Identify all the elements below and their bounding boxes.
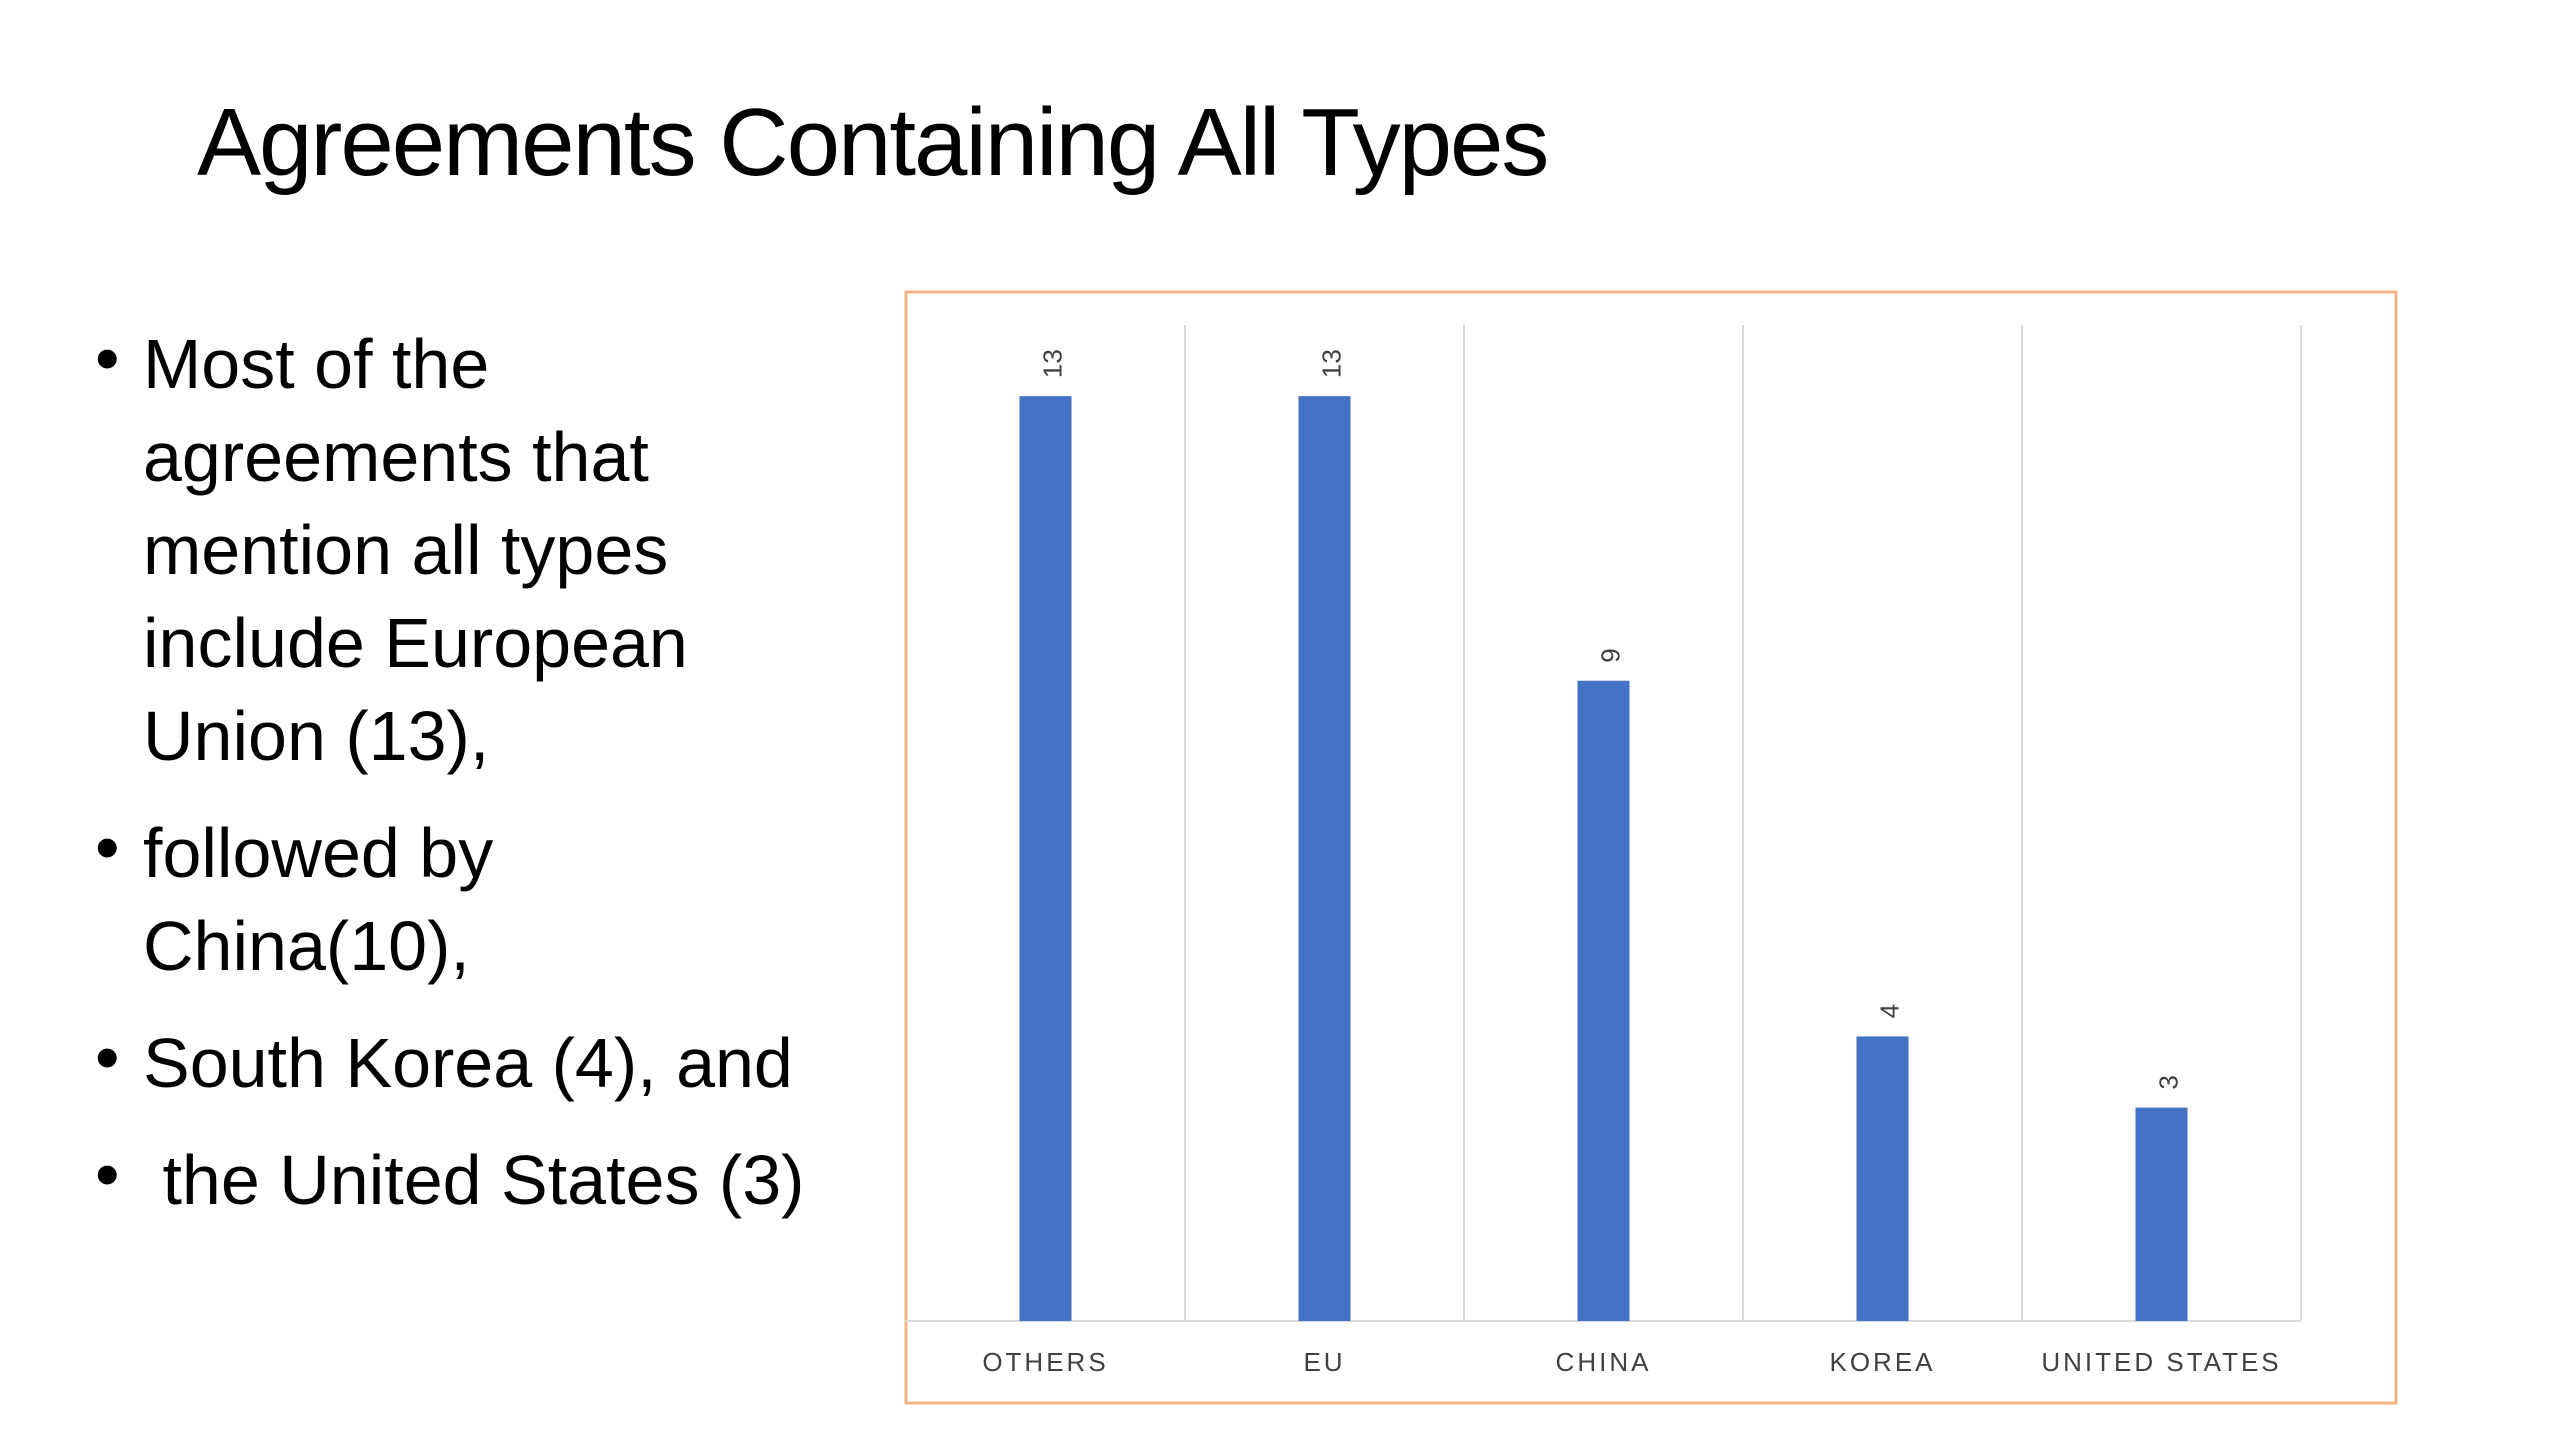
bullet-line: South Korea (4), and <box>143 1024 793 1102</box>
bar <box>1856 1036 1909 1321</box>
bullet: the United States (3) <box>95 1134 804 1227</box>
data-label: 13 <box>1316 349 1346 378</box>
data-label: 3 <box>2153 1075 2183 1089</box>
bullet-line: the United States (3) <box>143 1141 805 1219</box>
data-label: 9 <box>1595 648 1625 662</box>
x-tick-label: CHINA <box>1556 1347 1652 1377</box>
bullet-line: Union (13), <box>143 697 490 775</box>
x-tick-label: EU <box>1303 1347 1345 1377</box>
slide-title: Agreements Containing All Types <box>197 89 1549 196</box>
bullet-line: agreements that <box>143 418 649 496</box>
bullet-line: China(10), <box>143 907 470 985</box>
bullet-line: followed by <box>143 814 494 892</box>
data-label: 13 <box>1037 349 1067 378</box>
bar <box>2135 1107 2188 1321</box>
bar <box>1019 396 1072 1322</box>
chart-frame <box>904 290 2398 1405</box>
bar <box>1298 396 1351 1322</box>
data-label: 4 <box>1874 1004 1904 1018</box>
bullet: Most of the agreements that mention all ty… <box>95 318 804 783</box>
bar <box>1577 680 1630 1321</box>
bullet: South Korea (4), and <box>95 1017 804 1110</box>
bullet-line: include European <box>143 604 688 682</box>
bullet-line: Most of the <box>143 325 490 403</box>
bullet-list: Most of the agreements that mention all ty… <box>95 318 804 1251</box>
x-tick-label: UNITED STATES <box>2041 1347 2281 1377</box>
x-tick-label: OTHERS <box>982 1347 1108 1377</box>
bullet: followed by China(10), <box>95 807 804 993</box>
x-tick-label: KOREA <box>1829 1347 1935 1377</box>
bullet-line: mention all types <box>143 511 669 589</box>
